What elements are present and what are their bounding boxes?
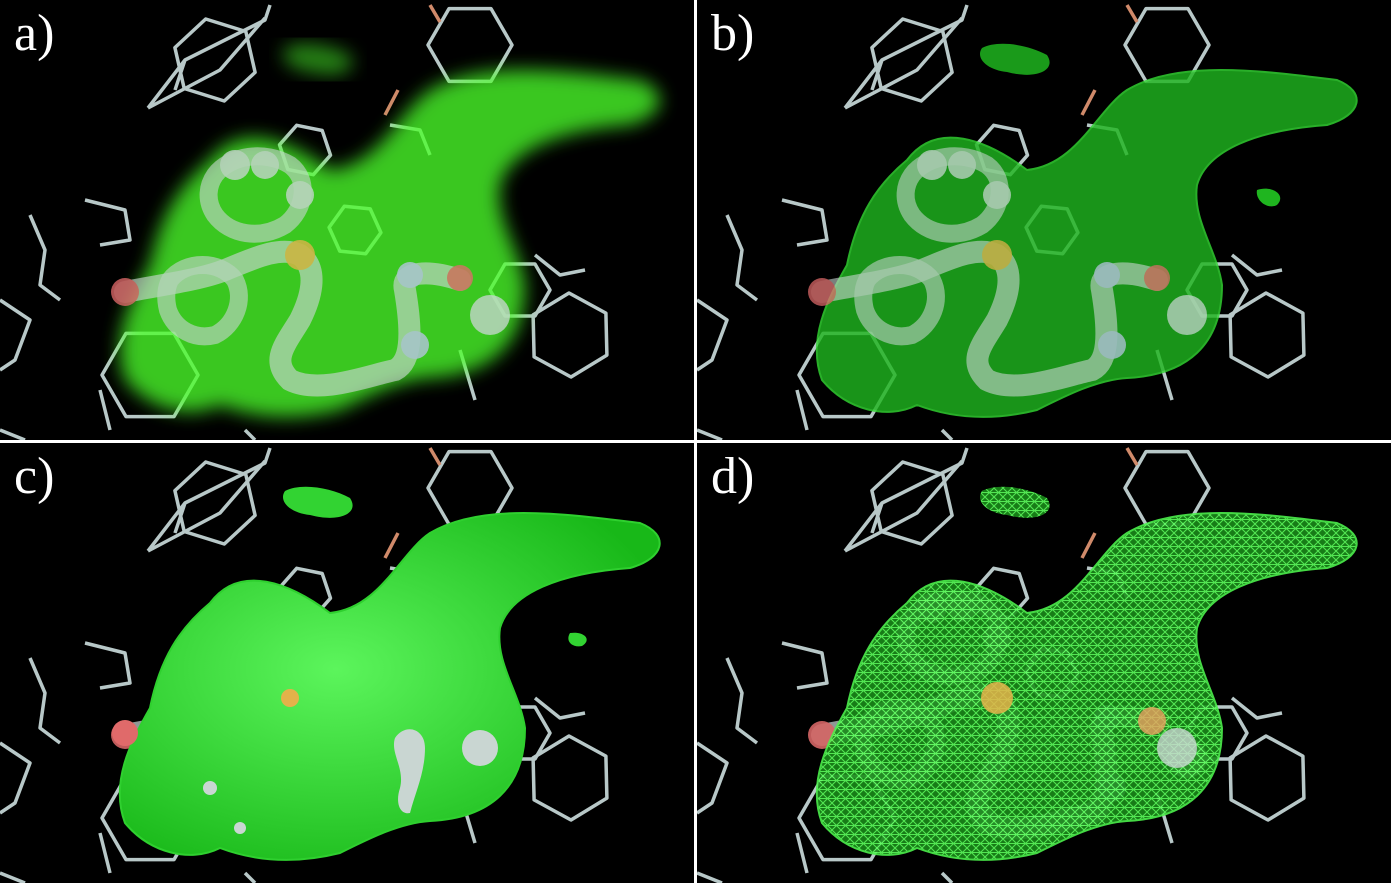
panel-c-pocket-0 <box>281 689 299 707</box>
panel-a-atom-6 <box>220 150 250 180</box>
panel-c-chain-8 <box>533 696 586 720</box>
panel-c-flat-ring <box>146 447 272 553</box>
panel-b-atom-8 <box>983 181 1011 209</box>
panel-b-atom-0 <box>808 278 836 306</box>
panel-d-bond-oxygen <box>1125 447 1139 466</box>
panel-a-density-cloud-top <box>282 43 353 75</box>
panel-b-atom-3 <box>1167 295 1207 335</box>
panel-c-bond-oxygen-2 <box>383 532 400 559</box>
panel-a-ring-1 <box>426 6 514 84</box>
panel-c-opaque-surface <box>118 512 661 861</box>
panel-b-flat-ring <box>843 4 969 110</box>
panel-a-chain-2 <box>0 298 32 372</box>
panel-a-atom-2 <box>447 265 473 291</box>
panel-c-chain-4 <box>0 871 26 883</box>
panel-d-wireframe-surface <box>815 512 1358 861</box>
panel-b-atom-6 <box>917 150 947 180</box>
panel-a-ligand-ring-2 <box>157 256 248 346</box>
panel-a-bond-oxygen <box>428 4 442 23</box>
panel-d-chain-0 <box>725 657 759 745</box>
panel-b-bond-oxygen <box>1125 4 1139 23</box>
panel-b-render <box>697 4 1358 440</box>
panel-a-chain-4 <box>0 428 26 440</box>
panel-c-pocket-2 <box>112 720 138 746</box>
panel-c-ligand-exposed <box>393 729 425 814</box>
panel-a-chain-8 <box>533 253 586 277</box>
panel-d-bond-oxygen-2 <box>1080 532 1097 559</box>
panel-d-chain-7 <box>940 871 954 883</box>
panel-a-ligand <box>111 147 510 397</box>
panel-d-label: d) <box>711 448 755 505</box>
panel-a-atom-8 <box>286 181 314 209</box>
panel-b-chain-8 <box>1230 253 1283 277</box>
panel-a-chain-0 <box>28 214 62 302</box>
panel-c-pocket-1 <box>462 730 498 766</box>
panel-d: d) <box>697 443 1391 883</box>
panel-b-atom-1 <box>982 240 1012 270</box>
panel-c-bond-oxygen <box>428 447 442 466</box>
panel-b-chain-7 <box>940 428 954 440</box>
panel-d-chain-4 <box>697 871 723 883</box>
panel-b-chain-0 <box>725 214 759 302</box>
panel-b-surface-top <box>979 43 1050 75</box>
panel-c-chain-2 <box>0 741 32 815</box>
panel-b-ring-3 <box>1228 291 1306 379</box>
panel-b-chain-1 <box>781 198 829 247</box>
panel-d-chain-1 <box>781 641 829 690</box>
panel-c-chain-6 <box>98 832 112 874</box>
panel-c-chain-1 <box>84 641 132 690</box>
panel-a-atom-4 <box>397 262 423 288</box>
panel-c-label: c) <box>14 448 55 505</box>
panel-d-chain-2 <box>697 741 729 815</box>
panel-b-atom-2 <box>1144 265 1170 291</box>
panel-c-chain-7 <box>243 871 257 883</box>
panel-a-atom-7 <box>251 151 279 179</box>
panel-d-mesh-top <box>979 486 1050 518</box>
panel-c-pocket-4 <box>234 822 246 834</box>
panel-b-surface-fragment <box>1256 188 1281 207</box>
panel-c-pocket-3 <box>203 781 217 795</box>
panel-c-render <box>0 447 661 883</box>
panel-c-surface-top <box>282 486 353 518</box>
panel-d-sulfur-through-mesh <box>981 682 1013 714</box>
panel-a-atom-5 <box>401 331 429 359</box>
panel-c: c) <box>0 443 694 883</box>
panel-a-atom-0 <box>111 278 139 306</box>
panel-d-ring-3 <box>1228 734 1306 822</box>
panel-b-chain-4 <box>697 428 723 440</box>
panel-b-atom-7 <box>948 151 976 179</box>
panel-b-label: b) <box>711 5 755 62</box>
panel-d-atom-through-mesh <box>1157 728 1197 768</box>
panel-b-chain-6 <box>795 389 809 431</box>
panel-a-flat-ring <box>146 4 272 110</box>
panel-c-ring-3 <box>531 734 609 822</box>
panel-a-atom-1 <box>285 240 315 270</box>
panel-c-surface-fragment <box>568 632 587 647</box>
panel-d-render <box>697 447 1358 883</box>
panel-b: b) <box>697 0 1391 440</box>
panel-d-flat-ring <box>843 447 969 553</box>
panel-a-ring-3 <box>531 291 609 379</box>
panel-a-label: a) <box>14 5 55 62</box>
panel-a-chain-1 <box>84 198 132 247</box>
panel-a-chain-7 <box>243 428 257 440</box>
panel-b-chain-2 <box>697 298 729 372</box>
panel-b-ligand <box>808 147 1207 397</box>
panel-b-ligand-ring-2 <box>854 256 945 346</box>
panel-a-render <box>0 4 660 440</box>
panel-c-chain-0 <box>28 657 62 745</box>
panel-b-atom-5 <box>1098 331 1126 359</box>
panel-a-chain-6 <box>98 389 112 431</box>
panel-b-atom-4 <box>1094 262 1120 288</box>
panel-b-bond-oxygen-2 <box>1080 89 1097 116</box>
panel-a: a) <box>0 0 694 440</box>
panel-d-chain-8 <box>1230 696 1283 720</box>
panel-d-oxygen-through-mesh <box>1138 707 1166 735</box>
panel-d-chain-6 <box>795 832 809 874</box>
panel-a-bond-oxygen-2 <box>383 89 400 116</box>
panel-a-atom-3 <box>470 295 510 335</box>
